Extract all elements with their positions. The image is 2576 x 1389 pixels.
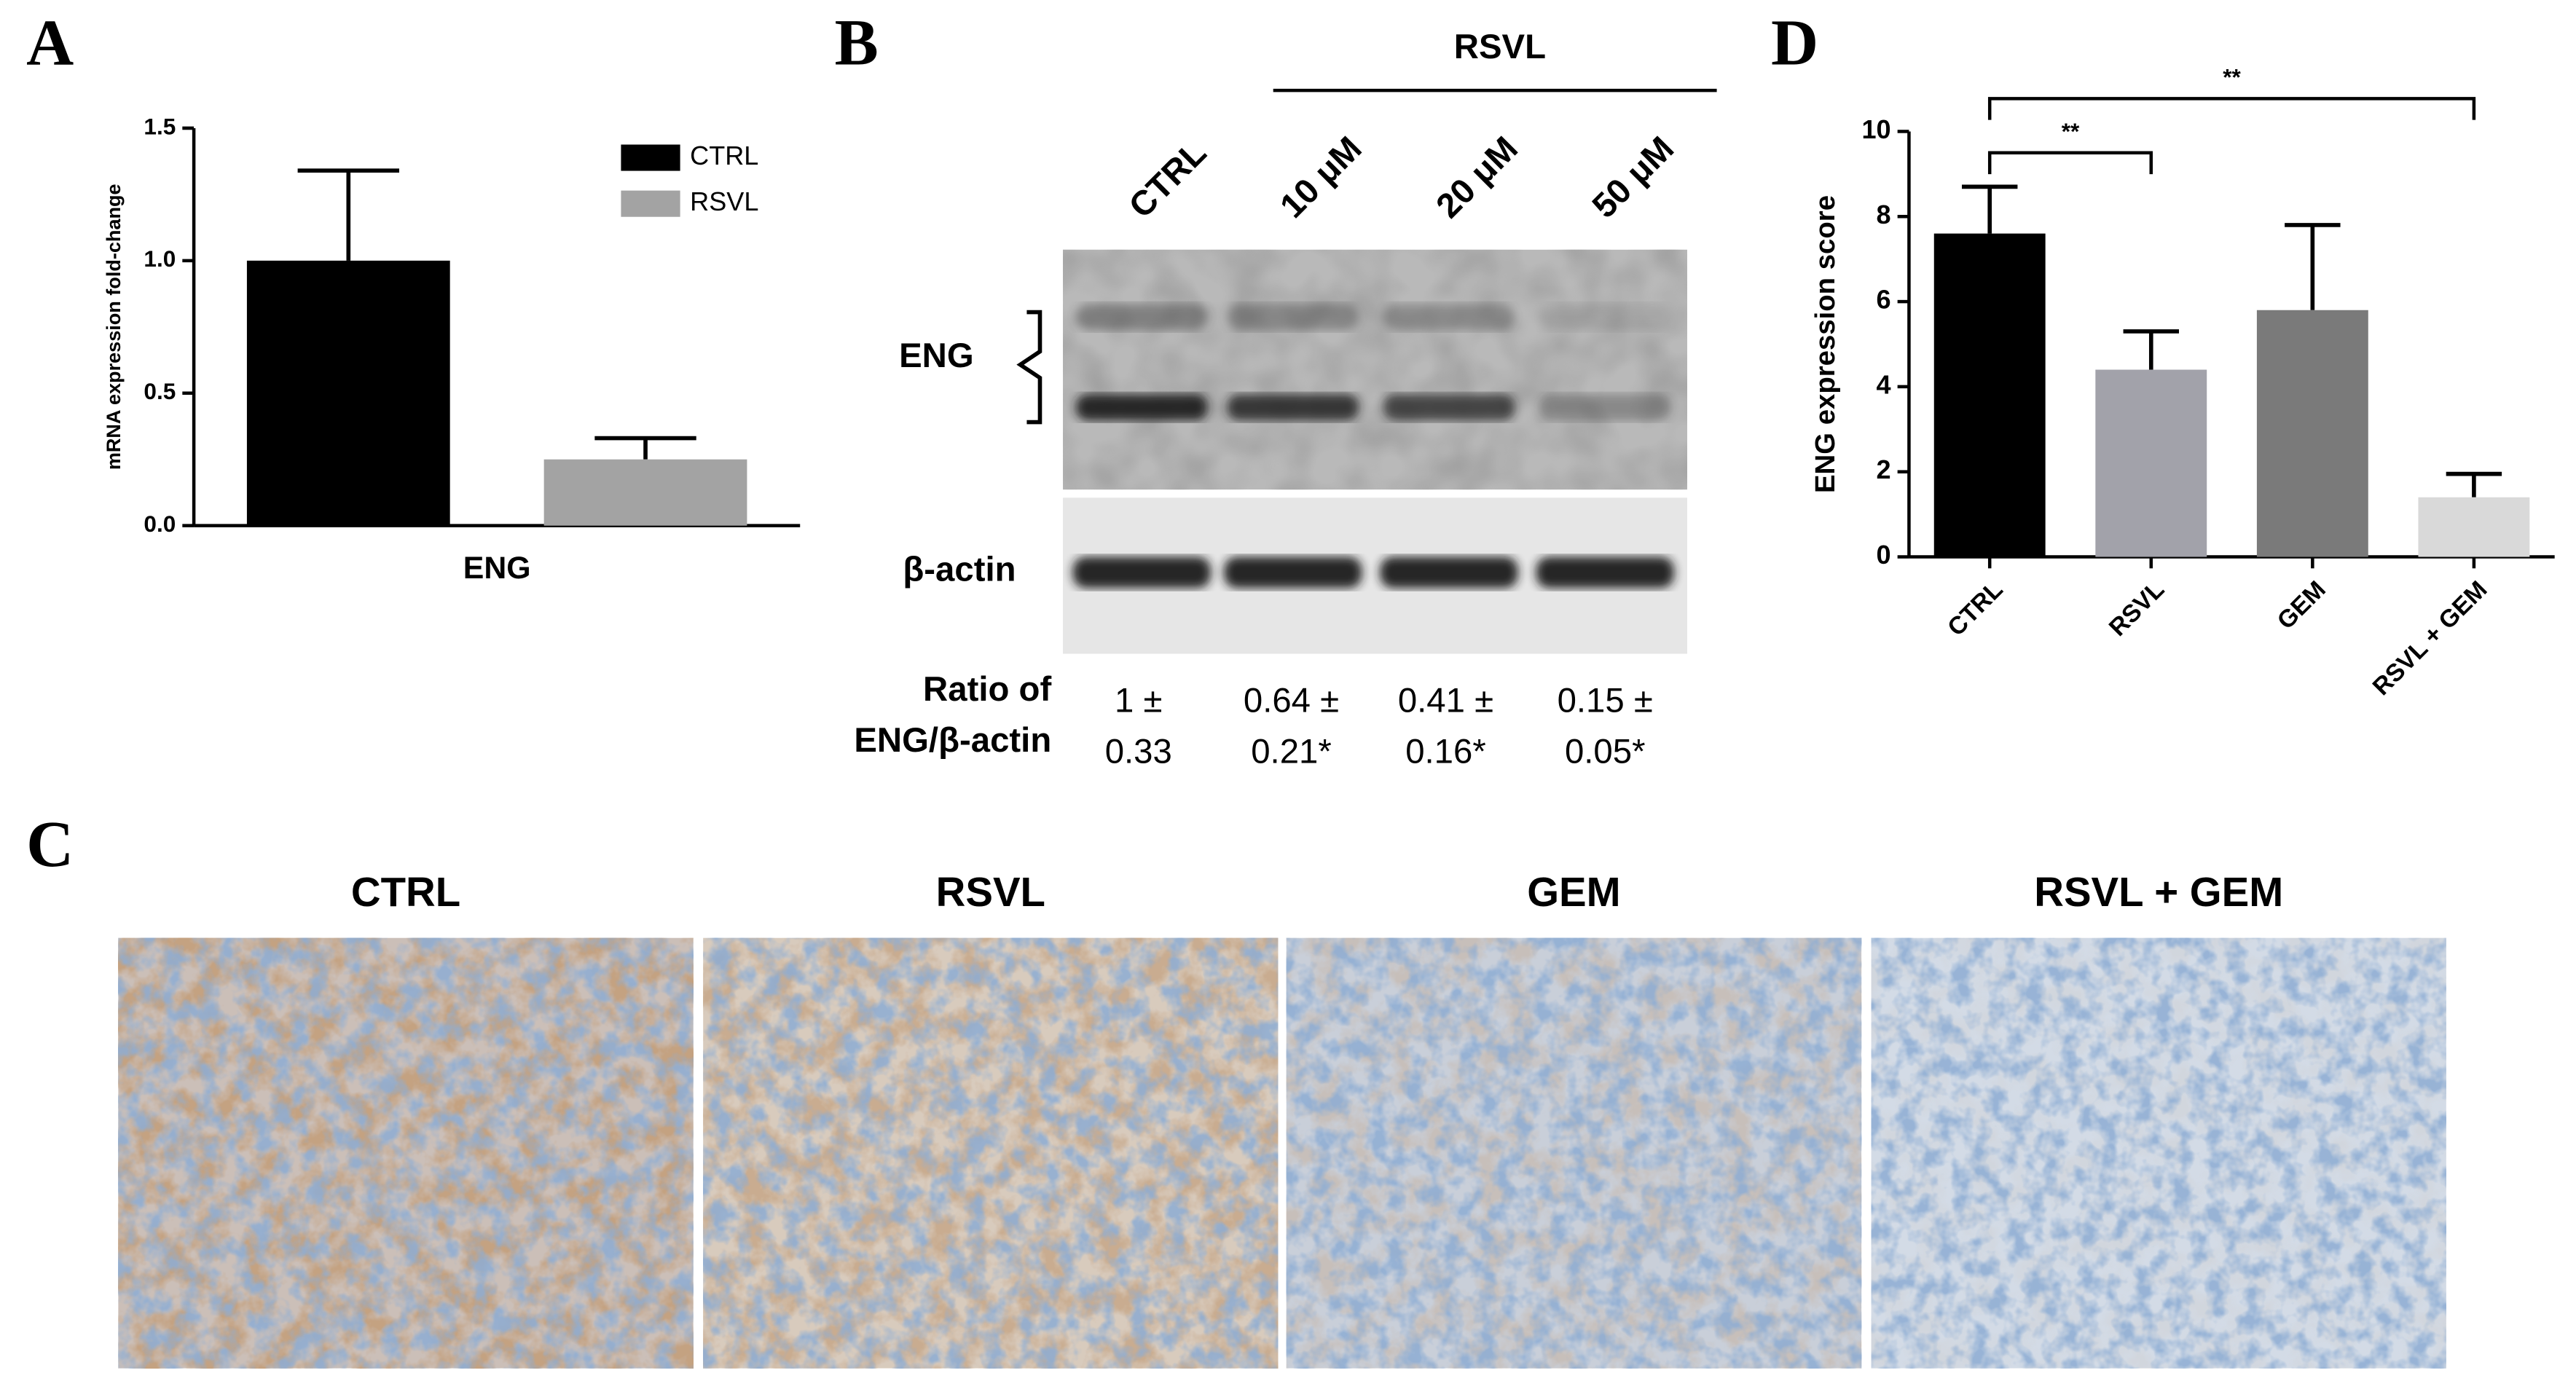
y-axis-title: ENG expression score [1810,195,1841,493]
ratio-label: ENG/β-actin [854,721,1051,760]
blot-band [1076,394,1208,421]
ratio-value: 0.64 ± [1244,682,1339,720]
legend-swatch [621,144,680,171]
band-label: ENG [899,337,974,375]
image-title: CTRL [351,869,460,915]
lane-label: CTRL [1122,133,1214,226]
bar [2418,497,2530,557]
y-axis-title: mRNA expression fold-change [103,184,125,470]
blot-band [1227,394,1359,421]
significance-bracket [1987,151,2153,175]
blot-band [1076,304,1208,331]
ratio-value: 1 ± [1115,682,1162,720]
histology-nuclei [1286,937,1862,1369]
panel-label: A [26,6,74,79]
significance-label: ** [2223,64,2241,90]
y-tick-label: 0 [1877,540,1891,570]
x-tick-label: RSVL [2104,575,2170,642]
band-label: β-actin [903,550,1016,589]
image-title: GEM [1527,869,1620,915]
ratio-value: 0.33 [1105,733,1172,771]
x-tick-label: ENG [463,551,531,586]
bar [1933,233,2046,557]
x-tick-label: RSVL + GEM [2367,575,2492,701]
y-tick-label: 4 [1877,369,1891,399]
y-tick-label: 0.5 [144,378,176,404]
y-tick-label: 2 [1877,455,1891,484]
x-tick-label: GEM [2272,575,2331,634]
ratio-label: Ratio of [923,670,1051,709]
blot-band [1539,394,1671,421]
blot-band [1224,556,1362,589]
image-title: RSVL [936,869,1045,915]
bar [2095,369,2207,557]
ratio-value: 0.15 ± [1558,682,1653,720]
legend-label: RSVL [690,186,758,216]
ratio-value: 0.21* [1251,733,1332,771]
blot-texture [1063,249,1687,490]
blot-band [1536,556,1674,589]
ratio-value: 0.05* [1565,733,1646,771]
y-tick-label: 10 [1861,114,1890,144]
bar [2256,310,2368,557]
group-label: RSVL [1454,28,1546,66]
blot-band [1383,304,1515,331]
legend-label: CTRL [690,141,758,170]
significance-bracket [1987,97,2476,120]
blot-band [1380,556,1518,589]
panel-label: B [835,6,879,79]
blot-band [1072,556,1212,589]
y-tick-label: 8 [1877,200,1891,229]
histology-nuclei [703,937,1279,1369]
panel-label: C [26,808,74,881]
lane-label: 20 μM [1429,129,1525,225]
lane-label: 10 μM [1273,129,1369,225]
y-tick-label: 1.0 [144,245,176,272]
ratio-value: 0.16* [1405,733,1486,771]
legend-swatch [621,190,680,217]
blot-band [1539,304,1671,331]
lane-label: 50 μM [1585,129,1681,225]
blot-band [1227,304,1359,331]
histology-nuclei [1871,937,2446,1369]
panel-label: D [1771,6,1818,79]
band-bracket [1016,310,1042,425]
histology-nuclei [118,937,694,1369]
bar [543,459,747,526]
blot-band [1383,394,1515,421]
y-tick-label: 6 [1877,285,1891,315]
bar [246,260,450,526]
image-title: RSVL + GEM [2034,869,2283,915]
significance-label: ** [2062,118,2080,144]
x-tick-label: CTRL [1942,575,2008,642]
ratio-value: 0.41 ± [1398,682,1493,720]
y-tick-label: 0.0 [144,511,176,537]
y-tick-label: 1.5 [144,113,176,139]
